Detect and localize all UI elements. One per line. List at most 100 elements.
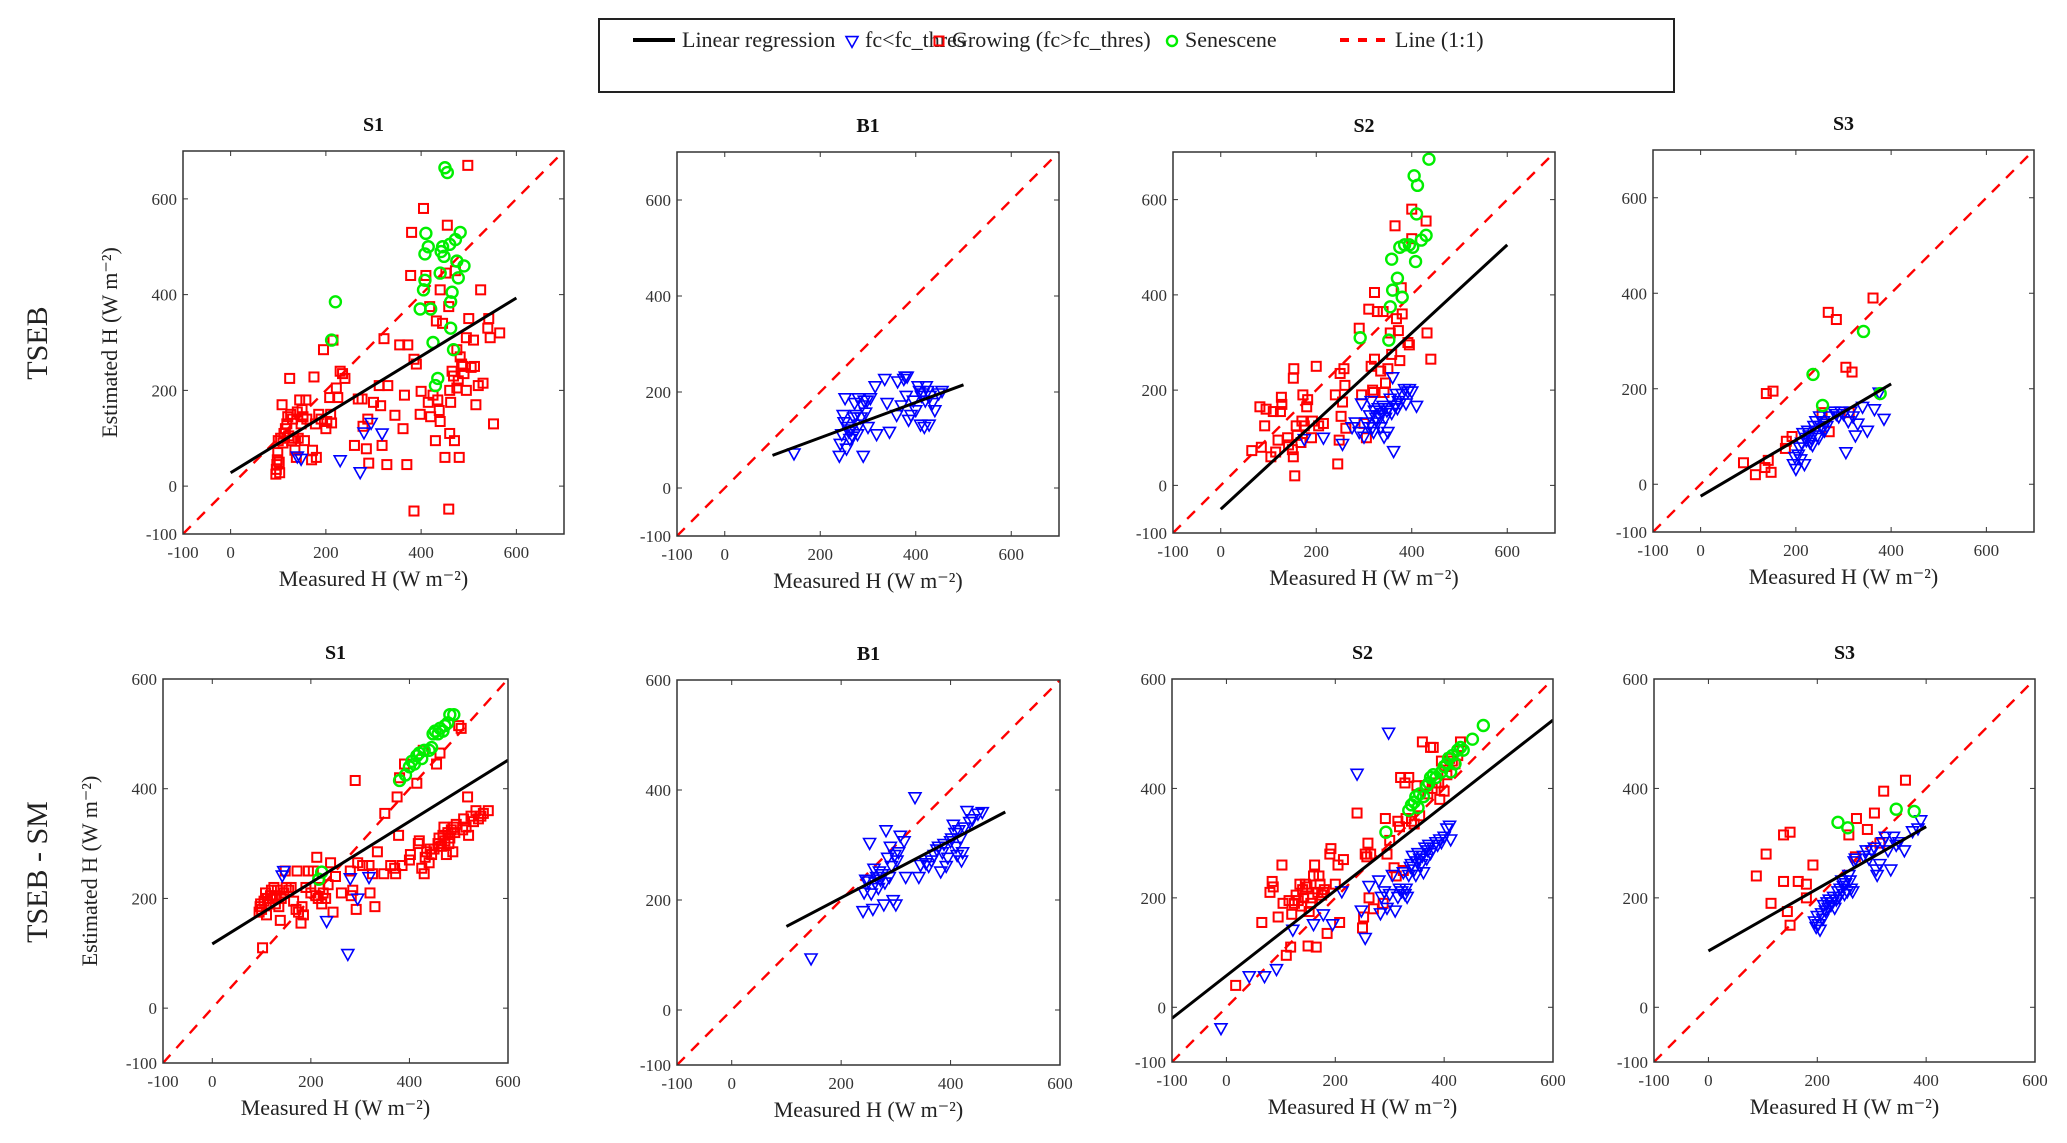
fc-low-point xyxy=(1404,386,1420,400)
axes-frame xyxy=(1653,678,2036,1063)
growing-point xyxy=(440,849,452,861)
growing-point xyxy=(1868,807,1880,819)
fc-low-point xyxy=(878,825,894,839)
senescence-point xyxy=(1426,768,1440,782)
growing-point xyxy=(371,846,383,858)
fc-low-point xyxy=(1395,867,1411,881)
fc-low-point xyxy=(955,847,970,861)
fc-low-point xyxy=(1357,932,1373,946)
fc-low-point xyxy=(363,417,379,431)
x-tick-label: 600 xyxy=(1974,541,2000,560)
growing-point xyxy=(1365,848,1377,860)
growing-point xyxy=(283,884,295,896)
fc-low-point xyxy=(869,428,884,443)
y-tick-label: 200 xyxy=(1141,889,1167,908)
growing-point xyxy=(1276,398,1288,410)
fc-low-point xyxy=(803,953,819,967)
x-tick-label: 600 xyxy=(495,1072,521,1091)
y-tick-label: -100 xyxy=(1616,523,1647,542)
growing-point xyxy=(274,467,286,479)
growing-point xyxy=(1369,353,1381,365)
fc-low-point xyxy=(853,412,869,426)
y-tick-label: 200 xyxy=(132,889,158,908)
senescence-point xyxy=(419,226,433,241)
growing-point xyxy=(1325,843,1337,855)
legend-label: Senescene xyxy=(1185,27,1277,52)
fc-low-point xyxy=(1356,431,1372,445)
fc-low-point xyxy=(374,428,390,442)
x-tick-label: 200 xyxy=(808,545,834,564)
growing-point xyxy=(470,399,482,411)
fc-low-point xyxy=(925,397,940,412)
growing-point xyxy=(381,459,393,471)
fc-low-point xyxy=(1348,417,1363,431)
plot-area xyxy=(1173,152,1555,533)
growing-point xyxy=(414,408,426,420)
panel-title: S3 xyxy=(1833,113,1854,135)
fc-low-point xyxy=(289,451,305,465)
senescence-point xyxy=(451,271,465,285)
y-axis-label: Estimated H (W m⁻²) xyxy=(97,247,122,438)
growing-point xyxy=(1274,406,1286,418)
growing-point xyxy=(418,202,430,214)
growing-point xyxy=(1267,881,1279,893)
regression-line xyxy=(1699,382,1892,498)
panel-title: S1 xyxy=(363,114,384,136)
fc-low-point xyxy=(1805,439,1820,454)
growing-point xyxy=(1749,469,1761,481)
fc-low-point xyxy=(274,870,290,884)
fc-low-point xyxy=(1797,458,1812,473)
x-tick-label: -100 xyxy=(1638,1071,1669,1090)
senescence-point xyxy=(423,302,438,316)
growing-point xyxy=(1287,451,1299,463)
fc-low-point xyxy=(319,915,334,930)
x-tick-label: 400 xyxy=(938,1074,964,1093)
fc-low-point xyxy=(1436,831,1452,845)
fc-low-point xyxy=(1913,815,1929,829)
growing-point xyxy=(326,417,338,429)
growing-point xyxy=(445,396,457,408)
growing-point xyxy=(1267,406,1279,418)
fc-low-point xyxy=(860,421,876,436)
y-tick-label: -100 xyxy=(1617,1053,1648,1072)
growing-point xyxy=(431,758,443,770)
growing-point xyxy=(443,503,455,515)
growing-point xyxy=(284,372,296,384)
legend-label: fc<fc_thres xyxy=(865,27,965,52)
growing-point xyxy=(1396,308,1408,320)
growing-point xyxy=(1305,432,1317,444)
fc-low-point xyxy=(1402,383,1417,398)
growing-point xyxy=(350,903,362,915)
growing-point xyxy=(1765,897,1777,909)
growing-point xyxy=(375,400,387,412)
one-to-one-line xyxy=(163,679,508,1063)
growing-point xyxy=(1289,470,1301,482)
senescence-point xyxy=(428,378,443,393)
y-tick-label: 200 xyxy=(1623,889,1649,908)
senescence-point xyxy=(1385,283,1400,297)
x-tick-label: 200 xyxy=(313,543,339,562)
senescence-point xyxy=(324,333,339,347)
fc-low-point xyxy=(1316,432,1331,446)
growing-point xyxy=(1375,365,1387,377)
fc-low-point xyxy=(1354,905,1369,919)
growing-point xyxy=(1414,810,1426,822)
growing-point xyxy=(1332,458,1344,470)
growing-point xyxy=(447,846,459,858)
growing-point xyxy=(455,722,467,734)
senescence-point xyxy=(443,707,457,722)
senescence-point xyxy=(422,743,436,758)
fc-low-point xyxy=(1442,820,1457,834)
senescence-point xyxy=(1384,252,1399,266)
panel-tseb-s2: S2 -100 0 200 400 600 -100 0 200 400 600 Measured H… xyxy=(1136,115,1556,590)
fc-low-point xyxy=(927,404,943,419)
growing-point xyxy=(1272,911,1284,923)
fc-low-point xyxy=(1872,858,1888,873)
legend-label: Line (1:1) xyxy=(1395,27,1484,52)
fc-low-point xyxy=(1363,395,1379,410)
senescence-point xyxy=(443,321,458,335)
plot-area xyxy=(677,680,1060,1065)
fc-low-point xyxy=(1815,913,1831,927)
y-tick-label: -100 xyxy=(1135,1053,1166,1072)
fc-low-point xyxy=(1398,883,1414,897)
